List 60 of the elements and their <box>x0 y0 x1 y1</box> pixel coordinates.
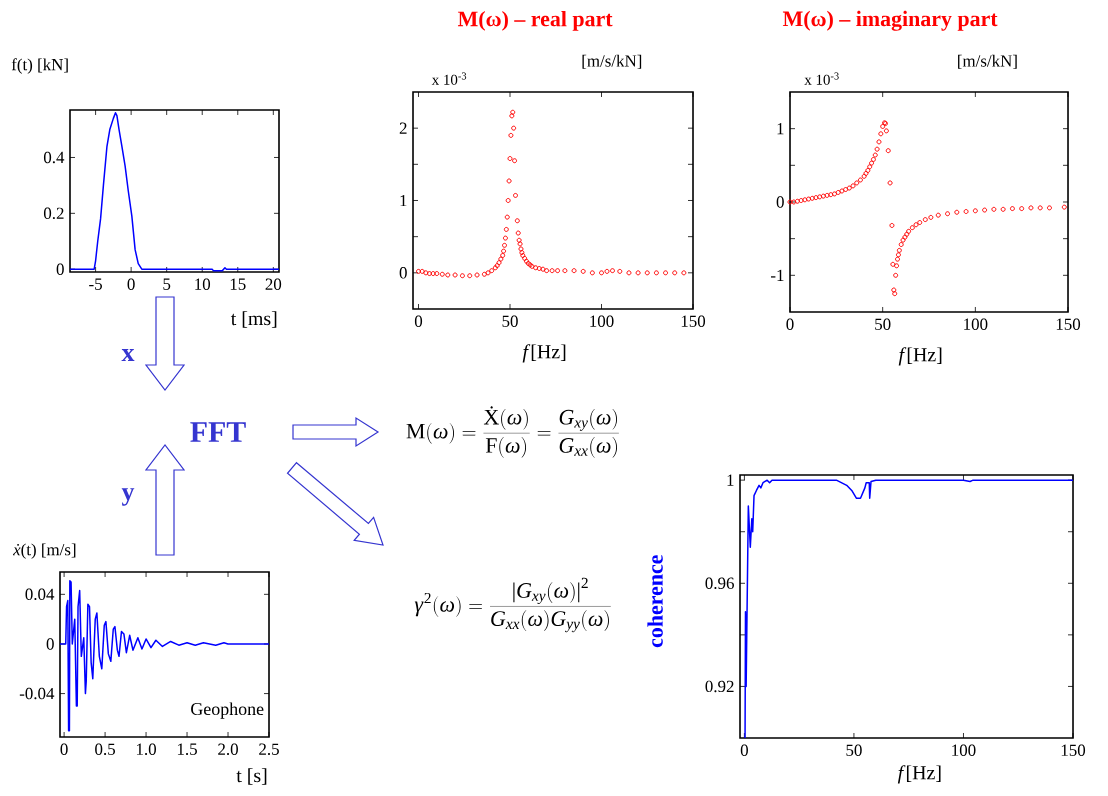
text: x 10$^{-3}$ <box>431 72 467 85</box>
x-tick-label: 1.0 <box>136 743 157 756</box>
x-tick-label: 1.5 <box>177 743 197 755</box>
y-tick-label: 1 <box>777 123 784 135</box>
chart-title: M(ω) – real part <box>457 10 613 31</box>
y-tick-label: 0.04 <box>25 588 55 601</box>
x-tick-label: 5 <box>163 278 171 290</box>
annotation: Geophone <box>191 702 264 719</box>
x-tick-label: 150 <box>1056 318 1081 330</box>
y-tick-label: 1 <box>400 194 407 207</box>
x-tick-label: 50 <box>846 744 862 756</box>
x-tick-label: 150 <box>681 315 706 327</box>
x-axis-title: f[Hz] <box>898 347 942 366</box>
text: x 10$^{-3}$ <box>804 72 839 85</box>
y-tick-label: 1 <box>727 474 734 486</box>
x-tick-label: 0.5 <box>95 743 116 756</box>
x-tick-label: 2.0 <box>218 743 238 756</box>
y-tick-label: 0.4 <box>43 151 65 164</box>
text: y <box>121 488 135 506</box>
x-tick-label: 0 <box>786 318 794 330</box>
x-tick-label: 0 <box>414 315 423 327</box>
y-tick-label: -1 <box>771 269 784 281</box>
x-axis-title: t [s] <box>236 768 267 785</box>
text: x <box>121 349 135 361</box>
text: FFT <box>190 422 246 442</box>
x-tick-label: 2.5 <box>259 743 279 755</box>
y-tick-label: 2 <box>399 122 407 134</box>
x-tick-label: 10 <box>195 278 211 290</box>
y-axis-title: f(t) [kN] <box>11 58 68 74</box>
x-tick-label: 50 <box>875 318 891 330</box>
x-axis-title: f[Hz] <box>522 344 566 363</box>
y-axis-title: ẋ(t) [m/s] <box>12 543 76 559</box>
x-tick-label: 15 <box>230 278 246 290</box>
x-tick-label: 0 <box>740 744 748 756</box>
y-tick-label: 0.96 <box>705 577 734 590</box>
y-tick-label: 0.92 <box>705 680 734 693</box>
x-tick-label: 20 <box>265 278 282 290</box>
y-axis-title: [m/s/kN] <box>958 54 1017 69</box>
y-tick-label: -0.04 <box>19 687 55 700</box>
y-tick-label: 0 <box>56 263 64 275</box>
x-tick-label: 100 <box>590 315 614 327</box>
y-tick-label: 0.2 <box>43 207 64 220</box>
chart-title: M(ω) – imaginary part <box>782 10 998 31</box>
x-tick-label: 100 <box>964 318 988 330</box>
text: $\mbox{M}(\omega)=\frac{\mbox{Ẋ}(\omega)}{\mbox{F}(\omega)}=\frac{G_{xy}(\omega)}{G_{xx}(\omega)}$ <box>406 406 619 458</box>
y-tick-label: 0 <box>399 267 407 279</box>
y-axis-title: [m/s/kN] <box>582 54 642 69</box>
y-tick-label: 0 <box>46 638 54 650</box>
text: $\gamma^{2}(\omega)=\frac{\mbox{|}G_{xy}(\omega)\mbox{|}^{2}}{G_{xx}(\omega)G_{yy}(\omega)}$ <box>414 577 611 633</box>
x-tick-label: 150 <box>1061 744 1086 756</box>
x-tick-label: 50 <box>502 315 518 327</box>
line-series <box>60 579 269 732</box>
x-tick-label: 0 <box>127 278 135 290</box>
y-tick-label: 0 <box>776 196 784 208</box>
line-series <box>70 112 279 272</box>
y-axis-title: coherence <box>647 555 663 648</box>
x-axis-title: t [ms] <box>230 311 277 328</box>
x-tick-label: -5 <box>89 278 102 290</box>
x-axis-title: f[Hz] <box>897 765 941 784</box>
x-tick-label: 100 <box>952 744 976 756</box>
